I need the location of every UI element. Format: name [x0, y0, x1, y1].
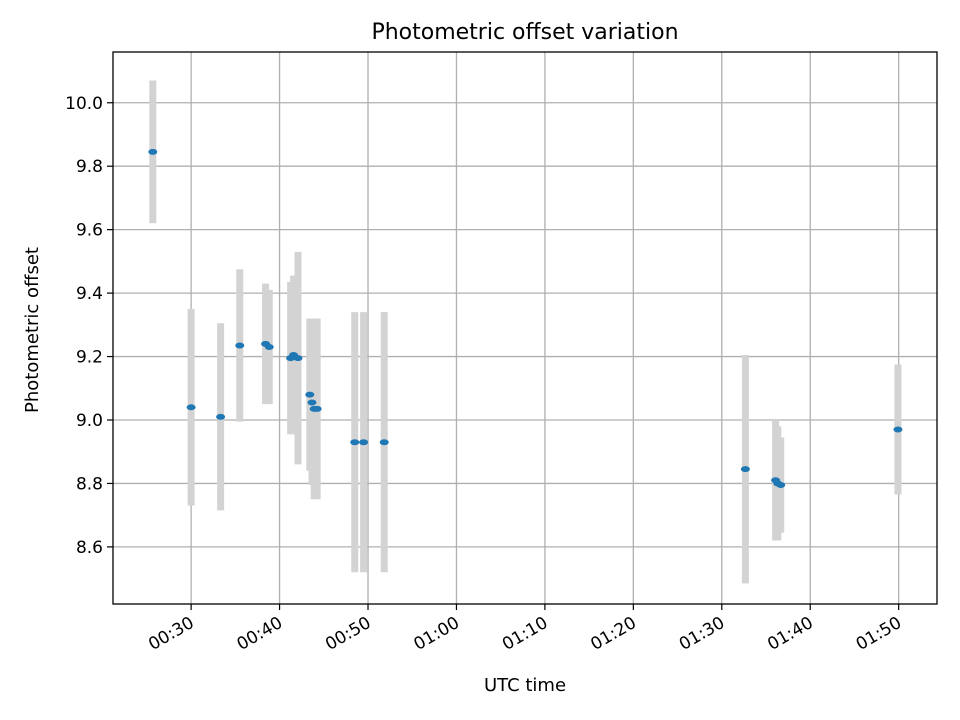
y-tick-label: 9.4: [76, 284, 103, 304]
data-point: [216, 413, 226, 420]
y-tick-label: 9.6: [76, 221, 103, 241]
data-point: [264, 344, 274, 351]
data-point: [293, 355, 303, 362]
data-point: [359, 439, 369, 446]
data-point: [379, 439, 389, 446]
data-point: [893, 426, 903, 433]
data-point: [148, 148, 158, 155]
data-points: [148, 148, 903, 489]
data-point: [740, 466, 750, 473]
data-point: [312, 405, 322, 412]
y-tick-label: 8.6: [76, 538, 103, 558]
plot-frame: [112, 51, 938, 605]
data-point: [350, 439, 360, 446]
data-point: [235, 342, 245, 349]
data-point: [305, 391, 315, 398]
y-tick-label: 9.8: [76, 157, 103, 177]
y-axis-label: Photometric offset: [22, 247, 43, 413]
grid: [113, 52, 937, 604]
y-tick-label: 9.2: [76, 348, 103, 368]
y-tick-label: 9.0: [76, 411, 103, 431]
data-point: [186, 404, 196, 411]
y-tick-label: 10.0: [65, 94, 103, 114]
y-axis-ticks: 8.6 8.8 9.0 9.2 9.4 9.6 9.8 10.0: [65, 94, 113, 558]
x-axis-label: UTC time: [484, 675, 566, 696]
y-tick-label: 8.8: [76, 474, 103, 494]
data-point: [307, 399, 317, 406]
chart-title: Photometric offset variation: [371, 20, 678, 45]
data-point: [776, 482, 786, 489]
